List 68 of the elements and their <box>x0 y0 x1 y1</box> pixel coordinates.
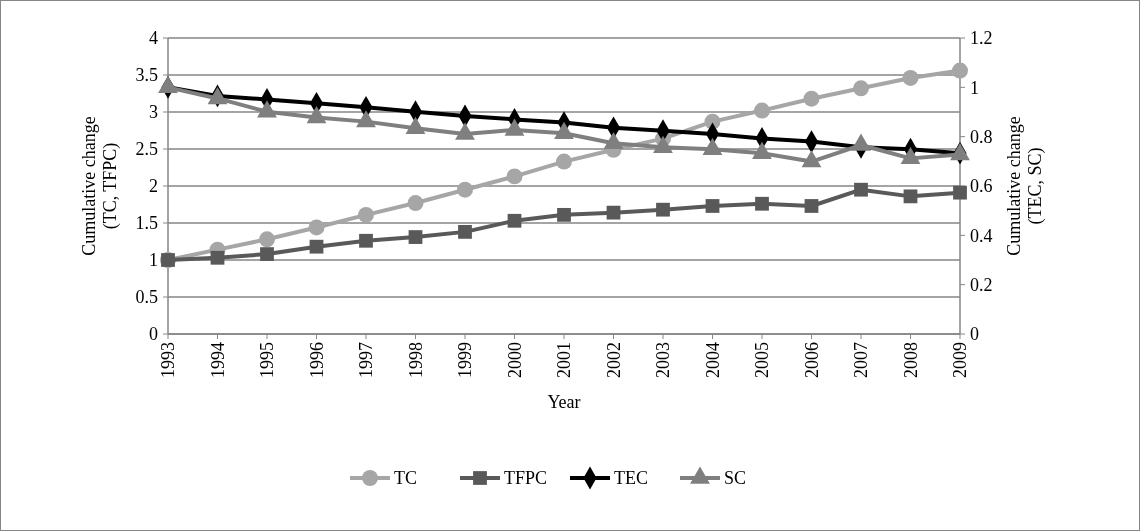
legend-label: TC <box>394 468 418 489</box>
y2-tick-label: 0 <box>970 324 979 345</box>
point <box>803 90 820 107</box>
y-tick-label: 0 <box>149 324 158 345</box>
y-tick-label: 2.5 <box>135 139 158 160</box>
point <box>259 231 275 248</box>
point <box>359 233 373 248</box>
y2-tick-label: 0.8 <box>970 126 993 147</box>
point <box>308 219 325 236</box>
x-tick-label: 2008 <box>900 342 921 378</box>
x-tick-label: 2000 <box>504 342 525 378</box>
x-tick-label: 2007 <box>851 342 872 378</box>
y-tick-label: 0.5 <box>135 287 158 308</box>
y2-axis-title: Cumulative change (TEC, SC) <box>1003 116 1046 256</box>
x-tick-label: 2003 <box>653 342 674 378</box>
point <box>656 202 670 217</box>
x-tick-label: 2005 <box>752 342 773 378</box>
point <box>556 153 572 170</box>
x-tick-label: 1997 <box>356 342 377 378</box>
point <box>755 196 769 211</box>
point <box>952 62 968 79</box>
y2-tick-label: 1 <box>970 77 979 98</box>
point <box>407 195 424 211</box>
point <box>557 207 571 222</box>
x-tick-label: 1999 <box>455 342 476 378</box>
x-tick-label: 1995 <box>257 342 278 378</box>
point <box>358 206 374 223</box>
y-tick-label: 3.5 <box>135 65 158 86</box>
point <box>210 250 225 265</box>
point <box>606 205 621 220</box>
x-tick-label: 2009 <box>950 342 971 378</box>
x-axis-title: Year <box>547 392 581 412</box>
y2-tick-label: 0.2 <box>970 274 993 295</box>
y-tick-label: 1.5 <box>135 213 158 234</box>
point <box>507 213 522 228</box>
point <box>804 199 819 213</box>
point <box>853 80 869 97</box>
point <box>260 247 274 261</box>
y-axis-title: Cumulative change (TC, TFPC) <box>78 116 121 256</box>
y-tick-label: 3 <box>149 102 158 123</box>
x-tick-label: 2006 <box>801 342 822 378</box>
point <box>903 189 918 204</box>
point <box>953 185 967 200</box>
x-tick-label: 2004 <box>702 342 723 378</box>
x-tick-label: 1996 <box>306 342 327 378</box>
point <box>705 199 720 213</box>
point <box>408 230 423 244</box>
y2-tick-label: 1.2 <box>970 28 993 49</box>
y2-tick-label: 0.6 <box>970 176 993 197</box>
point <box>309 239 324 254</box>
legend-label: TFPC <box>504 468 548 489</box>
y-tick-label: 1 <box>149 250 158 271</box>
x-tick-label: 2002 <box>603 342 624 378</box>
x-tick-label: 2001 <box>554 342 575 378</box>
legend-label: TEC <box>614 468 648 489</box>
y-tick-label: 2 <box>149 176 158 197</box>
point <box>902 70 919 86</box>
y2-tick-label: 0.4 <box>970 225 993 246</box>
point <box>457 181 473 198</box>
x-tick-label: 1998 <box>405 342 426 378</box>
point <box>506 168 523 185</box>
y-tick-label: 4 <box>149 28 158 49</box>
point <box>458 224 472 239</box>
point <box>754 102 770 119</box>
legend-label: SC <box>724 468 747 489</box>
x-tick-label: 1993 <box>158 342 179 378</box>
x-tick-label: 1994 <box>207 342 228 378</box>
point <box>854 182 868 197</box>
